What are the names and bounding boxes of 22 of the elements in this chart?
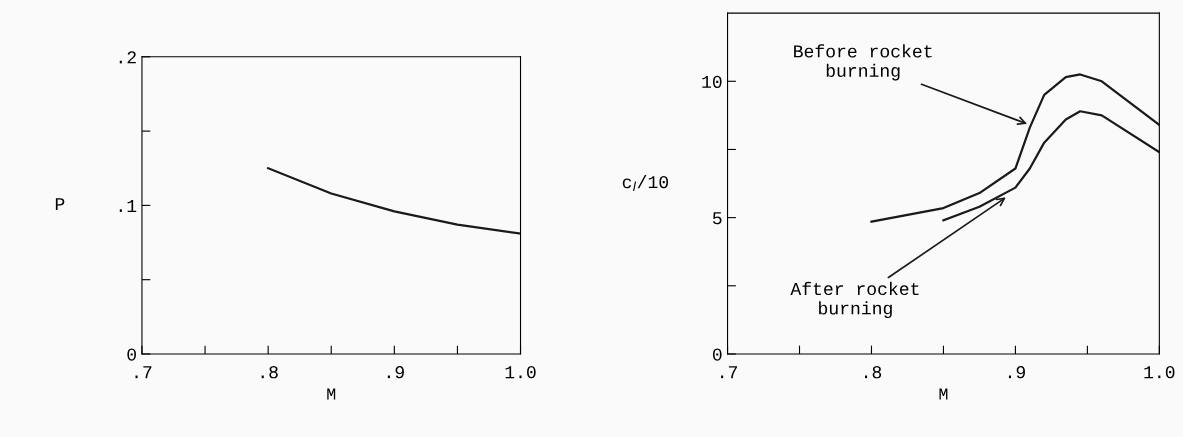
annotation: After rocket burning [790,281,919,319]
x-tick-label: .9 [387,366,404,379]
y-tick-label: 5 [712,212,722,225]
line-series [267,167,521,235]
y-axis-title: c$_{l}$/10 [622,175,669,192]
y-tick-label: 0 [712,348,722,361]
annotation: Before rocket burning [794,44,932,81]
x-tick-label: .7 [721,366,737,379]
x-tick-label: .8 [261,366,278,379]
y-tick-label: .1 [119,200,137,212]
x-axis-title: M [939,388,948,400]
x-tick-label: .9 [1008,366,1025,379]
line-series [942,110,1160,222]
x-tick-label: .8 [865,366,882,379]
x-axis-title: M [327,388,336,400]
y-axis-title: P [55,198,65,211]
x-tick-label: .7 [135,366,152,379]
x-tick-label: 1.0 [505,366,536,379]
x-tick-label: 1.0 [1144,366,1175,379]
y-tick-label: 0 [127,348,136,361]
y-tick-label: .2 [119,51,136,64]
y-tick-label: 10 [702,75,722,88]
